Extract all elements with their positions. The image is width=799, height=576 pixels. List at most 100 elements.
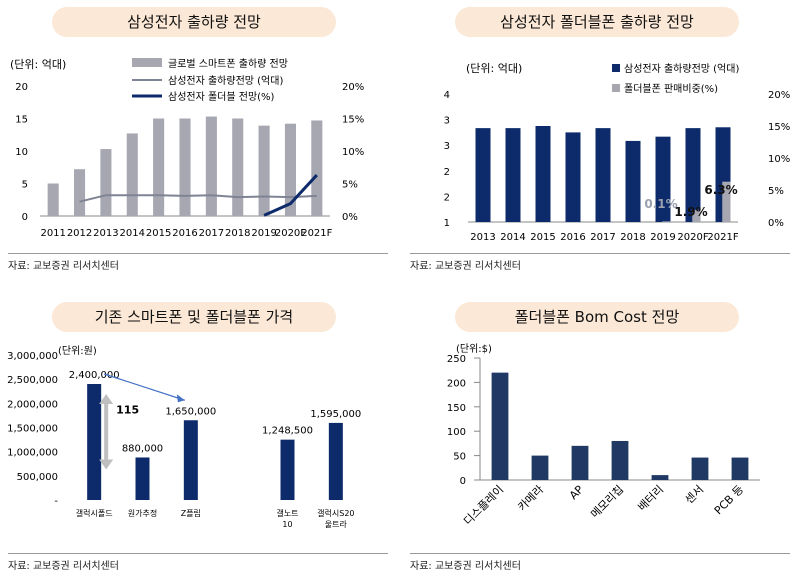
price-arrow	[103, 373, 186, 401]
price-bar	[280, 439, 295, 500]
y2-tick-label: 10%	[342, 147, 364, 158]
x-tick-label: 배터리	[635, 483, 666, 514]
y2-tick-label: 15%	[768, 122, 790, 133]
price-arrowhead	[176, 394, 185, 403]
x-tick-label: 갤럭시S20	[317, 508, 354, 518]
value-label: 1,595,000	[310, 409, 361, 420]
y2-tick-label: 15%	[342, 115, 364, 126]
x-tick-label: 10	[282, 520, 292, 529]
bom-bar	[651, 475, 669, 480]
x-tick-label: 2011	[40, 228, 65, 239]
unit-label: (단위:원)	[58, 344, 97, 357]
x-tick-label: 2019	[650, 232, 675, 243]
line-samsung-shipments	[79, 194, 317, 203]
bom-bar	[691, 457, 709, 480]
bom-bar	[611, 440, 629, 480]
bar-samsung-shipments	[505, 128, 521, 222]
x-tick-label: 2015	[530, 232, 555, 243]
y-tick-label: -	[54, 496, 58, 507]
y2-tick-label: 20%	[342, 82, 364, 93]
x-tick-label: Z플립	[181, 509, 201, 518]
bar-samsung-shipments	[535, 126, 551, 222]
bar-global-shipments	[232, 118, 244, 216]
x-tick-label: 2017	[590, 232, 615, 243]
bar-global-shipments	[205, 116, 217, 216]
y-tick-label: 2	[444, 167, 450, 178]
y2-tick-label: 5%	[342, 180, 358, 191]
panel1-title: 삼성전자 출하량 전망	[52, 7, 336, 37]
bom-bar	[531, 455, 549, 480]
panel4-title: 폴더블폰 Bom Cost 전망	[455, 302, 739, 332]
x-tick-label: 2014	[120, 228, 145, 239]
value-label: 1,248,500	[262, 426, 313, 437]
price-bar	[328, 422, 343, 500]
x-tick-label: 2016	[172, 228, 197, 239]
y-tick-label: 3,000,000	[7, 351, 58, 362]
y-tick-label: 500,000	[17, 472, 58, 483]
price-bar	[135, 457, 150, 500]
bom-bar	[491, 372, 509, 480]
x-tick-label: 2018	[620, 232, 645, 243]
bom-bar	[731, 457, 749, 480]
y-tick-label: 200	[447, 378, 466, 389]
bar-global-shipments	[47, 183, 59, 216]
bar-samsung-shipments	[475, 128, 491, 222]
y-tick-label: 0	[22, 212, 28, 223]
unit-label: (단위:$)	[456, 342, 492, 355]
price-bar	[87, 384, 102, 500]
legend-label: 글로벌 스마트폰 출하량 전망	[168, 57, 288, 70]
y-tick-label: 0	[460, 476, 466, 487]
panel2-title: 삼성전자 폴더블폰 출하량 전망	[455, 7, 739, 37]
bom-bar	[571, 445, 589, 480]
y-tick-label: 1	[444, 218, 450, 229]
panel2-source: 자료: 교보증권 리서치센터	[410, 261, 521, 272]
x-tick-label: 센서	[683, 483, 707, 507]
legend-swatch-bar	[132, 58, 162, 67]
chart-foldable-shipments: (단위: 억대) 1 2 2 3 3 4 0% 5% 10% 15% 20% 2013 2014 2015 2…	[444, 62, 791, 243]
x-tick-label: 2013	[93, 228, 118, 239]
bar-global-shipments	[100, 149, 112, 216]
y-tick-label: 2	[444, 192, 450, 203]
x-tick-label: 2013	[470, 232, 495, 243]
x-tick-label: 갤노트	[276, 508, 298, 518]
x-tick-label: 울트라	[325, 520, 348, 529]
legend-label: 폴더블폰 판매비중(%)	[624, 83, 718, 95]
y-tick-label: 250	[447, 354, 466, 365]
diff-arrow-head-down	[99, 459, 114, 470]
diff-arrow-head-up	[99, 394, 114, 404]
bar-global-shipments	[74, 169, 86, 216]
panel2-divider	[410, 253, 790, 254]
data-label: 0.1%	[644, 197, 677, 211]
bar-global-shipments	[284, 123, 296, 216]
bar-samsung-shipments	[655, 136, 671, 222]
x-tick-label: AP	[567, 483, 586, 502]
y-tick-label: 10	[15, 147, 28, 158]
bar-foldable-share	[662, 221, 671, 222]
value-label: 2,400,000	[69, 370, 120, 381]
unit-label: (단위: 억대)	[466, 62, 522, 75]
bar-global-shipments	[258, 125, 270, 216]
y-tick-label: 100	[447, 427, 466, 438]
data-label: 1.9%	[674, 205, 707, 219]
panel1-source: 자료: 교보증권 리서치센터	[8, 261, 119, 272]
y-tick-label: 20	[15, 82, 28, 93]
bar-samsung-shipments	[595, 128, 611, 222]
y2-tick-label: 0%	[768, 218, 784, 229]
y2-tick-label: 5%	[768, 186, 784, 197]
y-tick-label: 1,500,000	[7, 424, 58, 435]
x-tick-label: 2012	[67, 228, 92, 239]
y-tick-label: 3	[444, 116, 450, 127]
y-tick-label: 2,500,000	[7, 375, 58, 386]
y-tick-label: 5	[22, 180, 28, 191]
legend-swatch-bar	[612, 84, 620, 92]
data-label: 6.3%	[704, 183, 737, 197]
x-tick-label: 2014	[500, 232, 525, 243]
y-tick-label: 4	[444, 90, 450, 101]
x-tick-label: 디스플레이	[461, 483, 506, 528]
value-label: 1,650,000	[165, 406, 216, 417]
x-tick-label: 메모리칩	[588, 483, 626, 521]
x-tick-label: 카메라	[515, 483, 546, 514]
panel1-divider	[8, 253, 388, 254]
legend-label: 삼성전자 출하량전망 (억대)	[168, 74, 283, 87]
value-label: 880,000	[122, 443, 163, 454]
